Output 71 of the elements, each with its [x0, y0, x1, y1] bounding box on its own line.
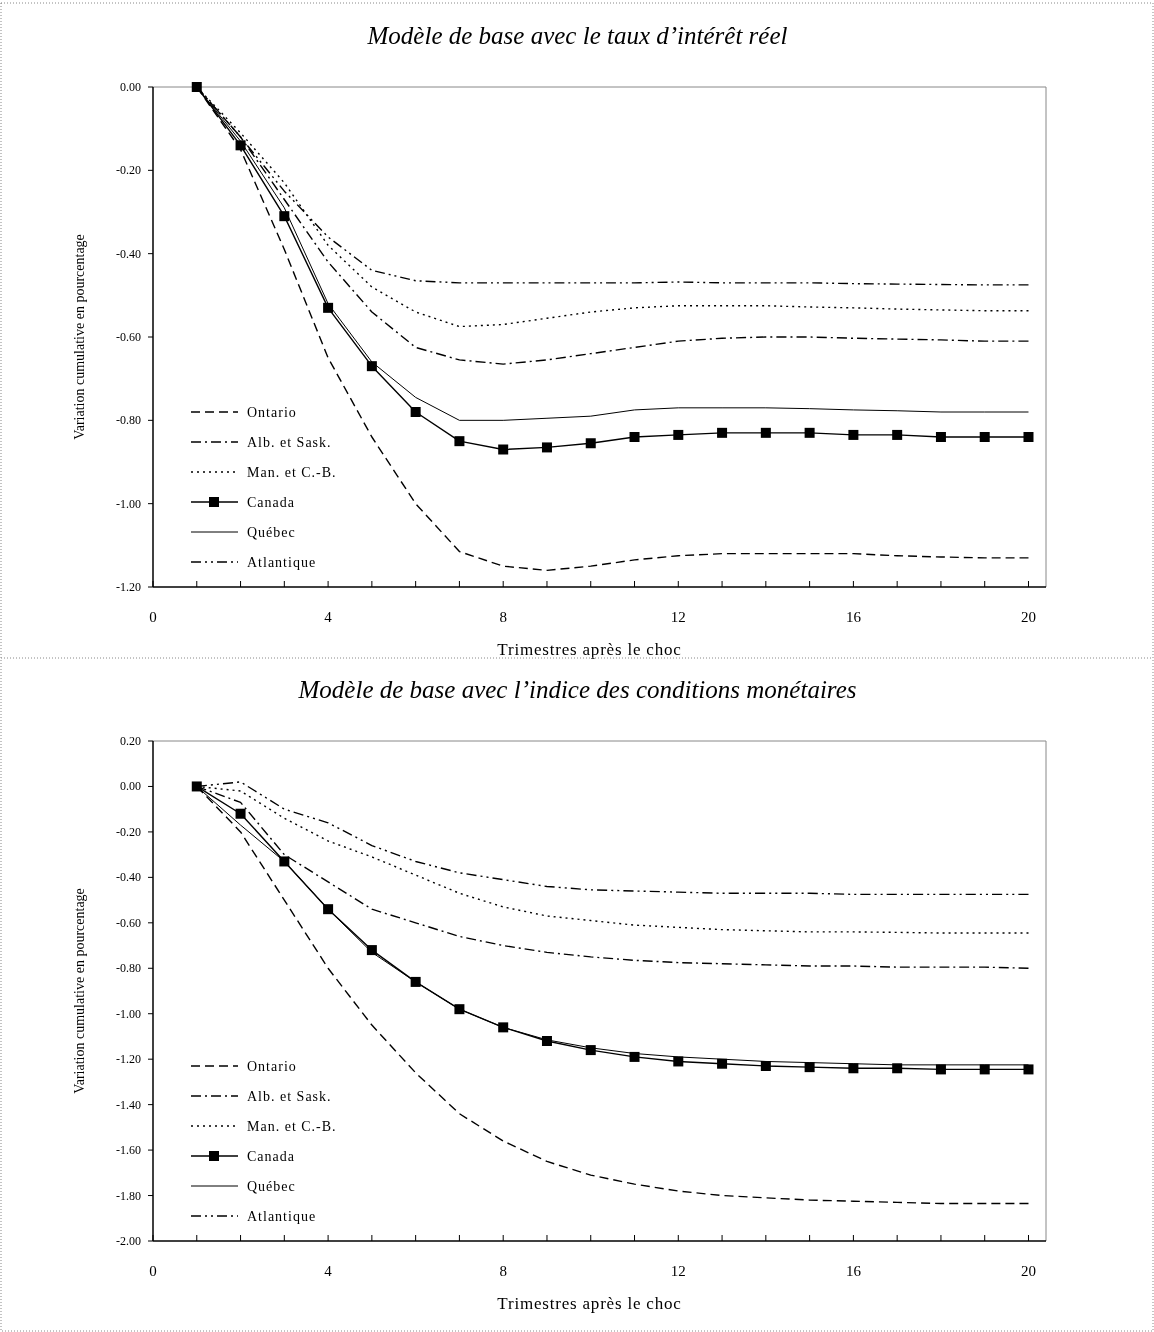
point	[1023, 1064, 1034, 1075]
legend-label: Man. et C.-B.	[247, 465, 337, 480]
x-tick-label: 20	[1020, 609, 1036, 625]
legend-label: Atlantique	[247, 1209, 317, 1224]
point	[410, 407, 421, 417]
y-axis-title: Variation cumulative en pourcentage	[72, 888, 87, 1094]
point	[1023, 432, 1034, 442]
point	[760, 1061, 771, 1071]
point	[717, 1058, 728, 1069]
point	[804, 427, 815, 438]
point	[541, 442, 552, 453]
x-tick-label: 12	[670, 609, 686, 625]
point	[935, 432, 946, 442]
x-tick-label: 0	[149, 1263, 157, 1279]
legend-label: Ontario	[247, 405, 297, 420]
y-tick-label: -0.20	[116, 163, 141, 178]
point	[673, 429, 684, 440]
x-tick-label: 12	[670, 1263, 686, 1279]
y-tick-label: -1.20	[116, 1052, 141, 1067]
y-tick-label: -1.60	[116, 1143, 141, 1158]
y-tick-label: -0.80	[116, 961, 141, 976]
point	[191, 82, 202, 92]
legend-label: Québec	[247, 1179, 296, 1194]
point	[585, 438, 596, 449]
legend-label: Man. et C.-B.	[247, 1119, 337, 1134]
x-tick-label: 20	[1020, 1263, 1036, 1279]
point	[804, 1062, 815, 1073]
y-tick-label: 0.00	[120, 779, 141, 794]
x-tick-label: 8	[499, 609, 507, 625]
x-axis-title: Trimestres après le choc	[497, 640, 682, 659]
y-tick-label: 0.00	[120, 80, 141, 94]
point	[892, 429, 903, 440]
x-tick-label: 4	[324, 1263, 333, 1279]
y-tick-label: -0.60	[116, 915, 141, 930]
x-tick-label: 16	[845, 1263, 862, 1279]
y-tick-label: -1.40	[116, 1097, 141, 1112]
point	[235, 808, 246, 819]
legend-label: Alb. et Sask.	[247, 1089, 332, 1104]
y-tick-label: -2.00	[116, 1234, 141, 1248]
y-axis-title: Variation cumulative en pourcentage	[72, 234, 87, 440]
y-tick-label: -0.20	[116, 824, 141, 839]
y-tick-label: -0.40	[116, 870, 141, 885]
y-tick-label: 0.20	[120, 734, 141, 748]
y-tick-label: -1.00	[116, 496, 141, 511]
legend-label: Ontario	[247, 1059, 297, 1074]
x-tick-label: 8	[499, 1263, 507, 1279]
y-tick-label: -0.60	[116, 330, 141, 344]
point	[498, 444, 509, 455]
y-tick-label: -0.80	[116, 413, 141, 428]
point	[629, 432, 640, 442]
y-tick-label: -1.80	[116, 1188, 141, 1203]
y-tick-label: -0.40	[116, 246, 141, 261]
x-tick-label: 0	[149, 609, 157, 625]
point	[848, 429, 859, 440]
point	[760, 427, 771, 438]
y-tick-label: -1.00	[116, 1006, 141, 1021]
legend-label: Alb. et Sask.	[247, 435, 332, 450]
legend-label: Atlantique	[247, 555, 317, 570]
legend-label: Québec	[247, 525, 296, 540]
legend-label: Canada	[247, 1149, 295, 1164]
point	[454, 436, 465, 447]
chart-title: Modèle de base avec le taux d’intérêt réel	[366, 22, 788, 49]
x-tick-label: 4	[324, 609, 333, 625]
x-axis-title: Trimestres après le choc	[497, 1294, 682, 1313]
chart-title: Modèle de base avec l’indice des conditions monétaires	[297, 676, 857, 703]
point	[848, 1063, 859, 1074]
legend-label: Canada	[247, 495, 295, 510]
point	[979, 432, 990, 442]
x-tick-label: 16	[845, 609, 862, 625]
point	[717, 427, 728, 438]
y-tick-label: -1.20	[116, 580, 141, 594]
